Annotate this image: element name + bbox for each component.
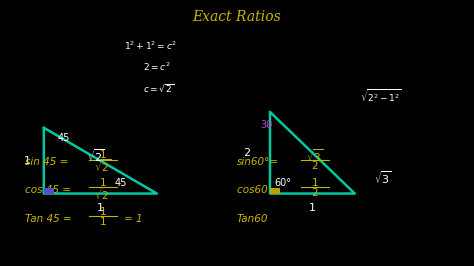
Text: 1: 1 <box>100 207 106 218</box>
Text: 45: 45 <box>115 178 127 188</box>
Text: 1: 1 <box>100 150 106 160</box>
Text: 1: 1 <box>311 178 318 188</box>
Text: 30: 30 <box>261 120 273 130</box>
Text: 45: 45 <box>58 133 70 143</box>
Bar <box>270 188 280 194</box>
Text: 2: 2 <box>243 148 250 158</box>
Text: 1: 1 <box>309 203 316 213</box>
Text: $2=c^2$: $2=c^2$ <box>143 61 170 73</box>
Text: Exact Ratios: Exact Ratios <box>192 10 282 24</box>
Text: 1: 1 <box>100 217 106 227</box>
Text: 2: 2 <box>311 188 318 198</box>
Text: $\sqrt{2}$: $\sqrt{2}$ <box>94 185 111 202</box>
Text: 60°: 60° <box>275 178 292 188</box>
Text: cos60 =: cos60 = <box>237 185 280 195</box>
Text: $\sqrt{3}$: $\sqrt{3}$ <box>306 147 324 164</box>
Text: $1^2+1^2=c^2$: $1^2+1^2=c^2$ <box>124 40 177 52</box>
Text: 1: 1 <box>97 203 104 213</box>
Text: 1: 1 <box>24 156 31 166</box>
Text: 2: 2 <box>311 161 318 171</box>
Text: $\sqrt{2}$: $\sqrt{2}$ <box>94 157 111 174</box>
Text: Tan60: Tan60 <box>237 214 268 223</box>
Text: $\sqrt{2}$: $\sqrt{2}$ <box>87 147 105 164</box>
Text: = 1: = 1 <box>124 214 143 223</box>
Bar <box>44 188 54 194</box>
Text: sin 45 =: sin 45 = <box>25 157 68 167</box>
Text: 1: 1 <box>100 178 106 188</box>
Text: $\sqrt{2^2-1^2}$: $\sqrt{2^2-1^2}$ <box>359 88 401 105</box>
Text: $\sqrt{3}$: $\sqrt{3}$ <box>374 169 392 186</box>
Text: $c=\sqrt{2}$: $c=\sqrt{2}$ <box>143 82 174 94</box>
Text: sin60°=: sin60°= <box>237 157 279 167</box>
Text: Tan 45 =: Tan 45 = <box>25 214 72 223</box>
Text: cos 45 =: cos 45 = <box>25 185 71 195</box>
